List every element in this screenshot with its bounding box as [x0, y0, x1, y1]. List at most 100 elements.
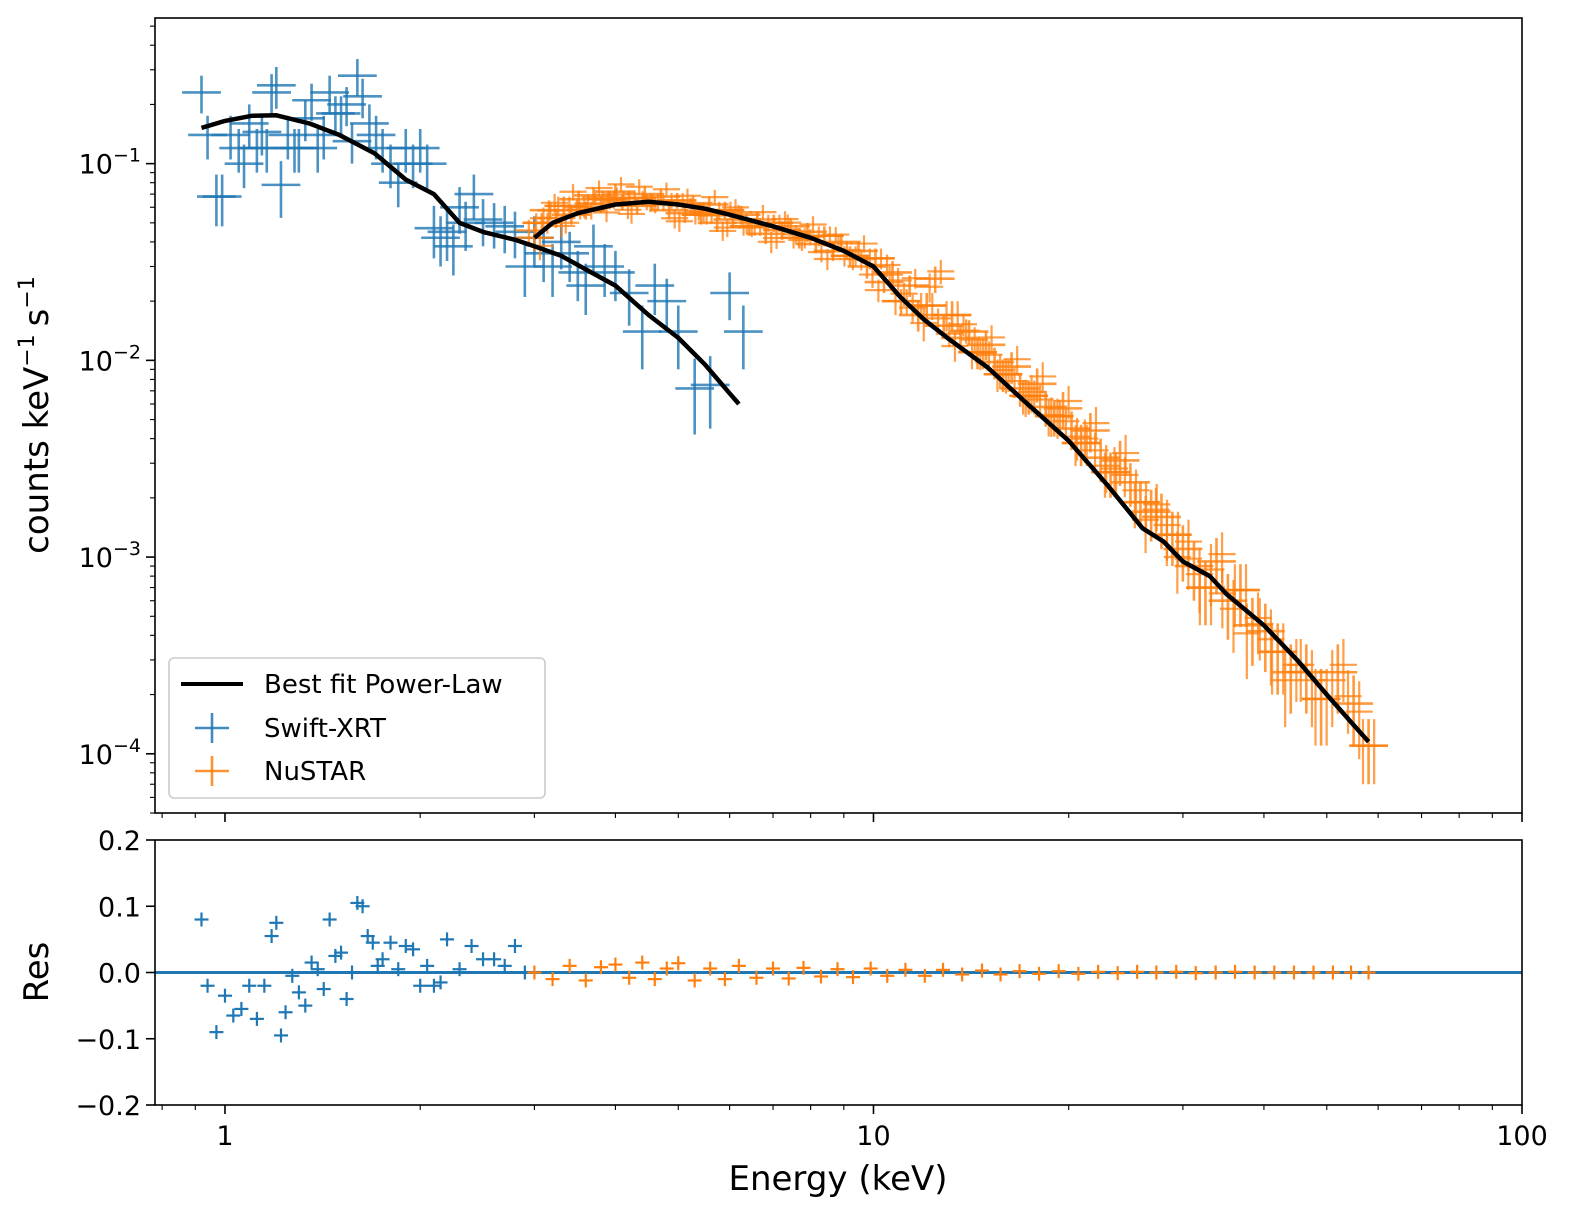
nustar-residual-point [562, 958, 577, 973]
swift-xrt-residual-point [398, 939, 413, 953]
swift-xrt-residuals [194, 895, 532, 1043]
nustar-point [1334, 670, 1374, 760]
nustar-residual-point [749, 970, 764, 985]
swift-xrt-point [327, 87, 366, 127]
nustar-residual-point [1344, 965, 1359, 980]
swift-xrt-point [675, 358, 715, 435]
nustar-residual-point [527, 965, 542, 980]
y-tick-label: 10−4 [79, 735, 141, 771]
res-y-tick-label: 0.2 [98, 826, 141, 857]
nustar-residual-point [917, 968, 932, 983]
swift-xrt-residual-point [194, 912, 209, 927]
nustar-residual-point [1032, 966, 1047, 981]
swift-xrt-residual-point [339, 992, 354, 1006]
swift-xrt-residual-point [291, 985, 306, 1000]
spectrum-y-axis-label: counts keV−1s−1 [15, 276, 57, 554]
residuals-y-axis-label: Res [17, 942, 57, 1003]
swift-xrt-residual-point [464, 939, 479, 953]
nustar-residual-point [781, 971, 796, 986]
swift-xrt-residual-point [391, 962, 406, 977]
swift-xrt-point [292, 83, 331, 121]
nustar-residual-point [622, 970, 637, 985]
nustar-residual-point [1361, 965, 1376, 980]
nustar-residual-point [814, 969, 829, 984]
swift-xrt-point [407, 144, 447, 189]
swift-xrt-residual-point [487, 952, 502, 967]
nustar-residual-point [608, 957, 623, 972]
y-label-exp-1: −1 [15, 334, 40, 366]
swift-xrt-residual-point [316, 982, 331, 997]
nustar-point [1100, 434, 1140, 497]
swift-xrt-point [343, 78, 382, 119]
legend-swift-label: Swift-XRT [264, 714, 386, 744]
swift-xrt-point [202, 174, 242, 227]
swift-xrt-residual-point [383, 935, 398, 950]
nustar-residual-point [1012, 964, 1027, 979]
swift-xrt-residual-point [433, 975, 448, 990]
swift-xrt-residual-point [426, 978, 441, 993]
spectrum-panel: 10−410−310−210−1 counts keV−1s−1 Best fi… [15, 17, 1523, 822]
nustar-residual-point [731, 958, 746, 973]
legend-model-label: Best fit Power-Law [264, 670, 503, 700]
nustar-residual-point [1208, 965, 1223, 980]
swift-xrt-residual-point [334, 945, 349, 960]
swift-xrt-point [585, 244, 625, 297]
nustar-residual-point [796, 960, 811, 975]
y-label-exp-2: −1 [15, 276, 40, 308]
swift-xrt-residual-point [269, 915, 284, 930]
nustar-residual-point [993, 967, 1008, 982]
nustar-residual-point [1228, 964, 1243, 979]
swift-xrt-residual-point [440, 932, 455, 947]
nustar-point [1318, 638, 1358, 728]
swift-xrt-residual-point [497, 958, 512, 973]
swift-xrt-point [337, 59, 377, 97]
res-y-tick-label: −0.2 [75, 1091, 141, 1122]
nustar-residual-point [846, 970, 861, 985]
swift-xrt-point [454, 174, 494, 220]
nustar-residual-point [703, 961, 718, 976]
nustar-residual-point [974, 963, 989, 978]
nustar-residual-point [1149, 965, 1164, 980]
swift-xrt-residual-point [310, 962, 325, 977]
nustar-residual-point [898, 962, 913, 977]
nustar-residual-point [936, 962, 951, 977]
nustar-residual-point [578, 973, 593, 988]
model-curve-swift [200, 113, 741, 406]
swift-xrt-point [256, 66, 296, 109]
swift-xrt-residual-point [242, 978, 257, 993]
swift-xrt-point [261, 161, 301, 218]
nustar-residual-point [1130, 964, 1145, 979]
swift-xrt-point [485, 205, 525, 254]
y-label-seconds: s [17, 309, 57, 327]
nustar-point [1081, 432, 1121, 494]
swift-xrt-point [400, 129, 440, 173]
nustar-residual-point [766, 961, 781, 976]
swift-xrt-point [298, 129, 338, 173]
nustar-residual-point [1325, 965, 1340, 980]
swift-xrt-residual-point [355, 899, 370, 914]
swift-xrt-residual-point [406, 942, 421, 957]
nustar-residual-point [1071, 966, 1086, 981]
nustar-residual-point [1091, 964, 1106, 979]
swift-xrt-residual-point [365, 935, 380, 950]
swift-xrt-residual-point [420, 958, 435, 973]
res-y-tick-label: 0.0 [98, 959, 141, 990]
legend: Best fit Power-Law Swift-XRT NuSTAR [168, 657, 546, 799]
swift-xrt-residual-point [257, 978, 272, 993]
swift-xrt-residual-point [298, 998, 313, 1013]
swift-xrt-point [723, 305, 763, 370]
swift-xrt-points [182, 59, 763, 435]
swift-xrt-residual-point [273, 1028, 288, 1043]
x-axis-label: Energy (keV) [728, 1159, 947, 1199]
nustar-residual-point [687, 973, 702, 988]
nustar-point [1017, 362, 1057, 413]
swift-xrt-residual-point [209, 1025, 224, 1040]
swift-xrt-residual-point [304, 955, 319, 970]
nustar-residual-point [717, 972, 732, 987]
legend-box [168, 657, 546, 799]
nustar-residual-point [647, 972, 662, 987]
x-tick-label: 100 [1496, 1121, 1548, 1152]
swift-xrt-residual-point [217, 988, 232, 1003]
swift-xrt-residual-point [322, 912, 337, 927]
